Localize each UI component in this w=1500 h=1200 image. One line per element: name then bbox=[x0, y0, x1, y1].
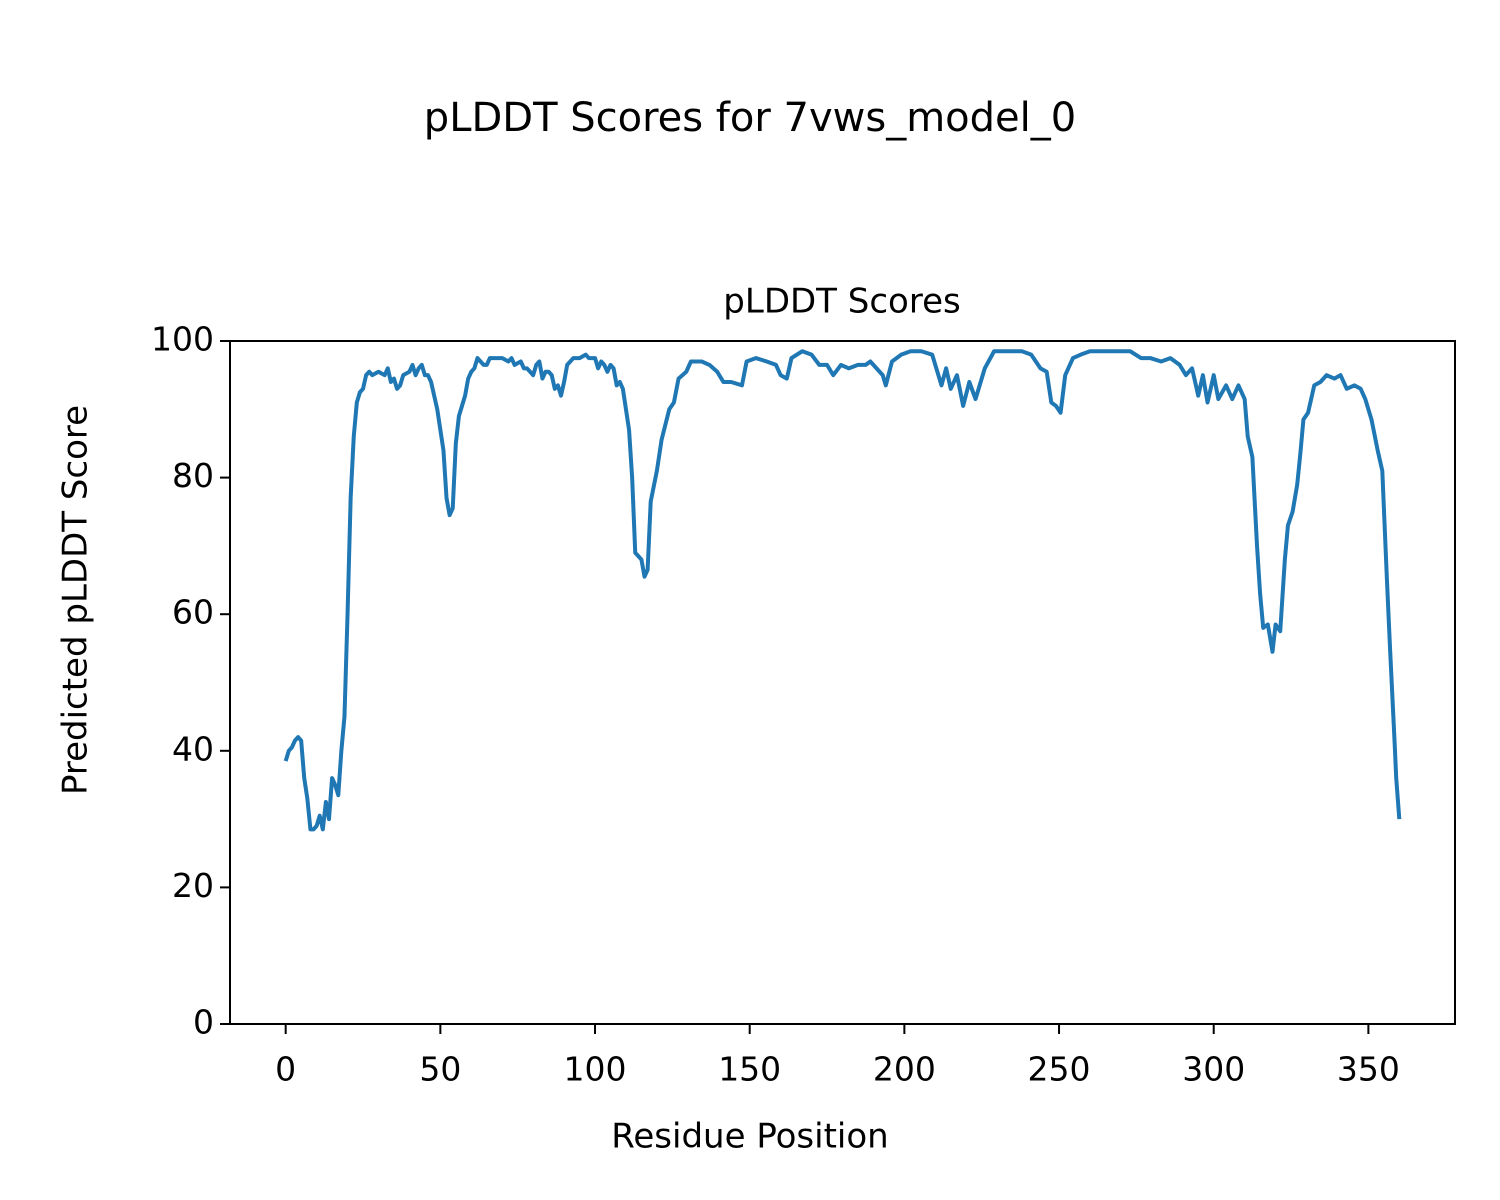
y-tick-label: 100 bbox=[151, 320, 214, 359]
x-tick-label: 350 bbox=[1337, 1050, 1400, 1089]
x-tick-label: 150 bbox=[718, 1050, 781, 1089]
y-tick-label: 40 bbox=[172, 729, 214, 768]
x-tick-label: 0 bbox=[275, 1050, 296, 1089]
chart-title: pLDDT Scores for 7vws_model_0 bbox=[424, 95, 1076, 141]
y-axis-label: Predicted pLDDT Score bbox=[56, 405, 96, 795]
data-line bbox=[283, 349, 1402, 832]
x-tick-label: 100 bbox=[564, 1050, 627, 1089]
y-tick-label: 60 bbox=[172, 593, 214, 632]
x-tick-label: 250 bbox=[1028, 1050, 1091, 1089]
plot-frame bbox=[229, 340, 1456, 1025]
x-tick-label: 200 bbox=[873, 1050, 936, 1089]
x-tick-label: 50 bbox=[419, 1050, 461, 1089]
y-tick-label: 0 bbox=[193, 1003, 214, 1042]
y-tick-label: 80 bbox=[172, 456, 214, 495]
chart-subtitle: pLDDT Scores bbox=[723, 282, 960, 322]
y-tick-label: 20 bbox=[172, 866, 214, 905]
x-axis-label: Residue Position bbox=[611, 1117, 888, 1157]
x-tick-label: 300 bbox=[1182, 1050, 1245, 1089]
